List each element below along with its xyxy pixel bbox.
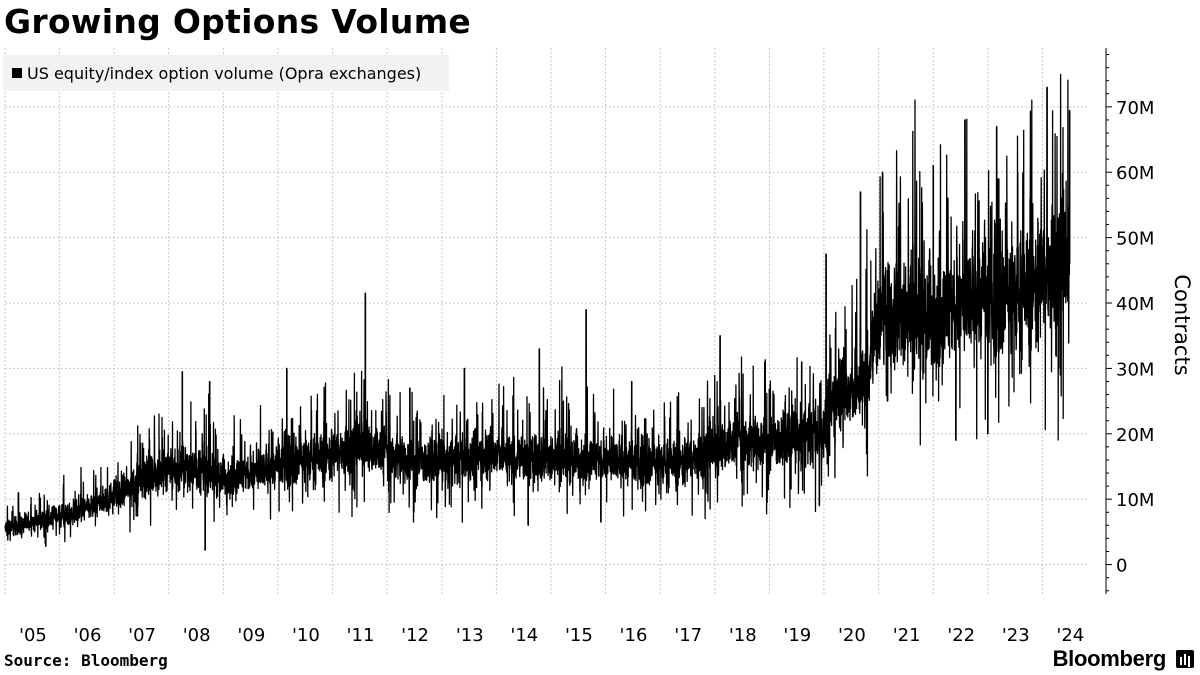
y-tick-label: 0 [1116,556,1127,577]
source-note: Source: Bloomberg [4,651,168,670]
x-tick-label: '05 [19,625,47,646]
series-line [4,73,1071,551]
axes [1105,48,1112,594]
brand-logo: Bloomberg [1052,646,1167,671]
y-axis-label: Contracts [1170,274,1194,375]
chart-title: Growing Options Volume [4,2,472,41]
x-tick-label: '14 [510,625,538,646]
x-tick-label: '15 [565,625,593,646]
bloomberg-terminal-icon [1176,650,1194,668]
x-tick-label: '23 [1002,625,1030,646]
y-tick-label: 60M [1116,163,1154,184]
x-tick-label: '09 [237,625,265,646]
x-tick-label: '08 [183,625,211,646]
x-tick-label: '16 [620,625,648,646]
x-tick-label: '11 [347,625,375,646]
x-tick-label: '06 [74,625,102,646]
y-tick-label: 40M [1116,294,1154,315]
x-tick-label: '22 [947,625,975,646]
x-tick-label: '24 [1056,625,1084,646]
tick-labels: 0 10M 20M 30M 40M 50M 60M 70M '05 '06 '07 '08 '09 '10… [19,98,1154,646]
legend: US equity/index option volume (Opra exch… [3,55,449,91]
x-tick-label: '21 [893,625,921,646]
x-tick-label: '17 [674,625,702,646]
y-tick-label: 10M [1116,490,1154,511]
x-tick-label: '18 [729,625,757,646]
y-tick-label: 30M [1116,359,1154,380]
legend-swatch [12,68,22,78]
x-tick-label: '07 [128,625,156,646]
x-tick-label: '20 [838,625,866,646]
x-tick-label: '19 [783,625,811,646]
x-tick-label: '12 [401,625,429,646]
x-tick-label: '13 [456,625,484,646]
x-tick-label: '10 [292,625,320,646]
y-tick-label: 70M [1116,98,1154,119]
legend-label: US equity/index option volume (Opra exch… [27,63,422,83]
data-series [4,73,1071,551]
y-tick-label: 50M [1116,229,1154,250]
y-tick-label: 20M [1116,425,1154,446]
